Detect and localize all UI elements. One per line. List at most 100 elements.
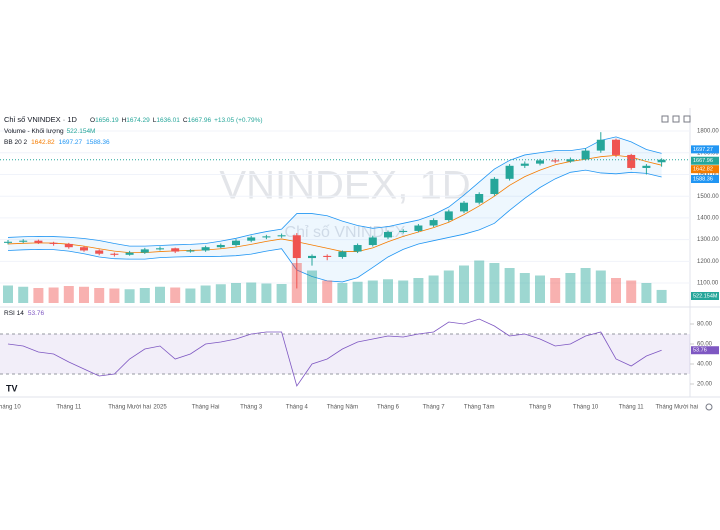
volume-bar: [428, 275, 439, 303]
y-tick-label: 1800.00: [697, 129, 719, 135]
candle-body: [80, 247, 88, 251]
icon[interactable]: [672, 115, 680, 123]
candle-body: [642, 165, 651, 168]
candle-body: [186, 250, 195, 252]
candle-body: [64, 243, 73, 248]
bb-fill: [8, 136, 662, 282]
bb-lower-tag-bg: [691, 175, 719, 184]
watermark: VNINDEX, 1D: [219, 164, 470, 208]
candle-body: [201, 247, 210, 251]
candle-body: [384, 232, 392, 238]
candle-body: [444, 211, 453, 221]
rsi-tag-bg: [691, 346, 719, 355]
volume-bar: [352, 281, 363, 303]
candle-body: [247, 237, 256, 241]
close-tag: 1667.96: [693, 158, 713, 164]
logo[interactable]: TV: [6, 383, 18, 393]
rsi-line: [7, 318, 662, 387]
volume-bar: [519, 273, 530, 303]
watermark-subtitle: Chỉ số VNINDEX: [285, 224, 406, 241]
bb-basis: [7, 154, 662, 254]
volume-bar: [489, 263, 500, 303]
candle-body: [232, 240, 240, 246]
icon[interactable]: [683, 115, 691, 123]
candle-body: [110, 253, 119, 255]
candle-body: [581, 150, 590, 160]
volume-bar: [383, 279, 393, 303]
rsi-name: RSI 14: [4, 310, 24, 317]
candle-body: [277, 235, 286, 237]
x-tick-label: Tháng Tám: [464, 405, 495, 411]
candle-body: [475, 194, 484, 203]
volume-bar: [33, 288, 44, 303]
x-tick-label: Tháng Mười hai: [655, 405, 698, 411]
rsi-tick-label: 80.00: [697, 322, 713, 328]
volume-bar: [337, 283, 348, 303]
candle-body: [308, 255, 316, 259]
candle-body: [156, 248, 164, 250]
volume-bar: [79, 286, 89, 303]
volume-bar: [443, 270, 454, 303]
candle-body: [612, 139, 620, 155]
ohlc-value: 1667.96: [188, 117, 212, 124]
change: +13.05 (+0.79%): [214, 117, 262, 124]
icon[interactable]: [661, 115, 669, 123]
volume-header: Volume - Khối lượng 522.154M: [4, 126, 95, 135]
rsi-tick-label: 40.00: [697, 362, 713, 368]
volume-bar: [413, 278, 424, 303]
volume-bar: [550, 278, 561, 303]
x-tick-label: Tháng Mười hai: [108, 405, 151, 411]
candle-body: [323, 255, 332, 257]
candle-body: [34, 240, 43, 243]
volume-bar: [261, 283, 272, 303]
bb-name: BB 20 2: [4, 139, 28, 146]
candle-body: [596, 139, 605, 151]
volume-bar: [18, 286, 29, 303]
x-tick-label: Tháng 10: [0, 405, 21, 411]
bb-basis-tag-bg: [691, 165, 719, 174]
candle-body: [368, 237, 377, 246]
candle-body: [4, 241, 12, 243]
x-tick-label: Tháng 9: [529, 405, 552, 411]
candle-body: [262, 236, 271, 238]
volume-bar: [565, 273, 576, 303]
volume-tag: 522.154M: [693, 293, 718, 299]
candle-body: [49, 242, 58, 244]
bb-lower: [7, 169, 662, 283]
candle-body: [460, 202, 468, 212]
rsi-band: [0, 334, 690, 374]
ohlc-label: H: [122, 117, 127, 124]
settings-icon[interactable]: [705, 403, 713, 411]
rsi-tick-label: 60.00: [697, 342, 713, 348]
volume-bar: [398, 280, 409, 303]
volume-bar: [367, 280, 378, 303]
volume-bar: [94, 288, 105, 303]
rsi-value: 53.76: [28, 310, 45, 317]
y-tick-label: 1300.00: [697, 237, 719, 243]
volume-bar: [459, 265, 469, 303]
top-icons[interactable]: [661, 115, 691, 123]
volume-bar: [3, 285, 13, 303]
candle-body: [125, 252, 134, 255]
volume-bar: [611, 278, 621, 303]
volume-name: Volume - Khối lượng: [4, 126, 64, 135]
candle-body: [292, 235, 301, 259]
volume-bar: [109, 288, 120, 303]
volume-bar: [246, 282, 257, 303]
x-tick-label: Tháng 11: [56, 405, 82, 411]
volume-bar: [474, 260, 485, 303]
candle-body: [566, 159, 575, 162]
x-tick-label: Tháng 3: [240, 405, 263, 411]
x-tick-label: 2025: [153, 405, 167, 411]
candle-body: [216, 245, 225, 248]
x-tick-label: Tháng 6: [377, 405, 400, 411]
volume-bar: [124, 289, 135, 303]
volume-bar: [504, 268, 515, 303]
volume-bar: [200, 285, 211, 303]
candle-body: [171, 248, 180, 252]
x-tick-label: Tháng 7: [423, 405, 446, 411]
ohlc-value: 1674.29: [126, 117, 150, 124]
x-tick-label: Tháng Năm: [327, 405, 358, 411]
